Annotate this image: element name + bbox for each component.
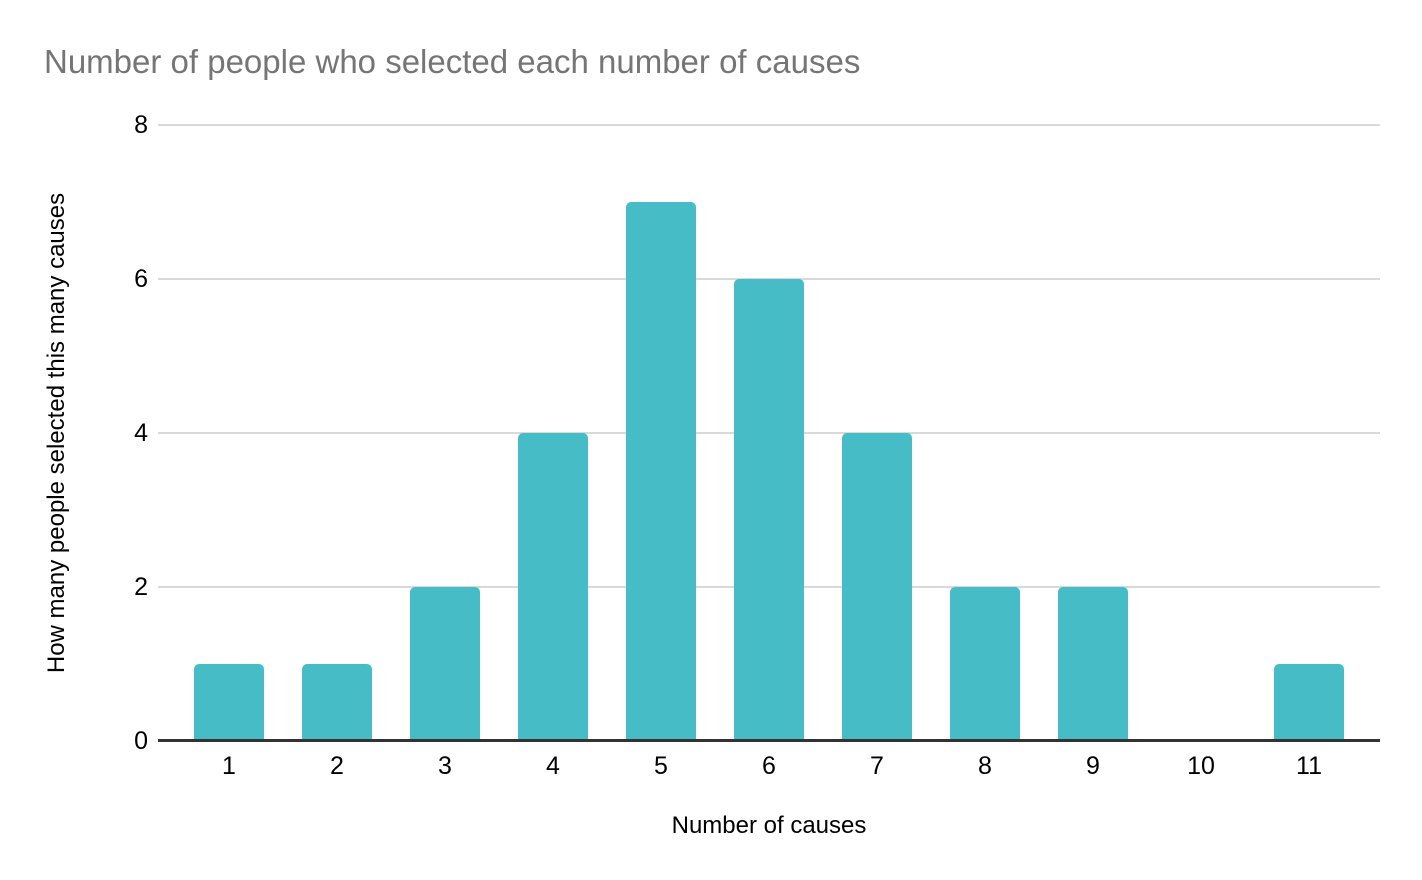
- x-tick-label: 9: [1086, 752, 1100, 780]
- x-tick-label: 4: [546, 752, 560, 780]
- y-tick-label: 0: [134, 727, 148, 755]
- x-axis-title: Number of causes: [671, 812, 867, 839]
- x-tick-label: 2: [330, 752, 344, 780]
- y-tick-label: 8: [134, 111, 148, 139]
- chart-title: Number of people who selected each numbe…: [44, 43, 861, 80]
- bar-3: [410, 587, 480, 741]
- bar-1: [194, 664, 264, 741]
- y-tick-label: 6: [134, 265, 148, 293]
- bar-9: [1058, 587, 1128, 741]
- y-axis-title: How many people selected this many cause…: [43, 192, 70, 674]
- bar-8: [950, 587, 1020, 741]
- x-axis-line: [158, 739, 1380, 742]
- gridline-y8: [158, 124, 1380, 126]
- x-tick-label: 10: [1187, 752, 1215, 780]
- bar-6: [734, 279, 804, 741]
- bar-7: [842, 433, 912, 741]
- bar-4: [518, 433, 588, 741]
- x-tick-label: 6: [762, 752, 776, 780]
- x-tick-label: 3: [438, 752, 452, 780]
- bar-5: [626, 202, 696, 741]
- x-tick-label: 11: [1296, 752, 1322, 780]
- bar-2: [302, 664, 372, 741]
- x-tick-label: 1: [222, 752, 236, 780]
- x-tick-label: 7: [870, 752, 884, 780]
- x-tick-label: 8: [978, 752, 992, 780]
- y-tick-label: 2: [134, 573, 148, 601]
- y-tick-label: 4: [134, 419, 148, 447]
- x-tick-label: 5: [654, 752, 668, 780]
- bar-11: [1274, 664, 1344, 741]
